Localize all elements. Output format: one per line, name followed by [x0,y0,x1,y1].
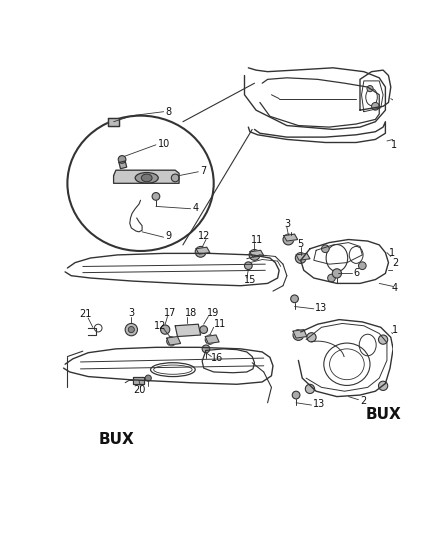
Text: 1: 1 [392,325,398,335]
Text: 9: 9 [165,231,171,241]
Circle shape [378,381,388,391]
Text: 19: 19 [207,309,219,318]
Circle shape [171,174,179,182]
Circle shape [145,375,151,381]
Circle shape [321,245,329,253]
Text: 20: 20 [133,385,145,395]
Text: 2: 2 [360,396,366,406]
Text: 3: 3 [285,219,291,229]
Polygon shape [133,377,145,384]
Text: 8: 8 [165,107,171,117]
Text: 12: 12 [198,231,210,241]
Polygon shape [250,251,264,257]
Text: 5: 5 [298,239,304,249]
Circle shape [283,234,294,245]
Circle shape [358,262,366,270]
Polygon shape [296,253,310,260]
Circle shape [378,335,388,344]
Polygon shape [284,234,298,241]
Circle shape [328,274,336,282]
Text: BUX: BUX [365,407,401,422]
Text: 10: 10 [158,139,170,149]
Text: 21: 21 [79,309,91,319]
Text: 18: 18 [185,309,198,318]
Text: 6: 6 [354,268,360,278]
Text: 11: 11 [251,235,264,245]
Text: 17: 17 [164,309,177,318]
Circle shape [125,324,138,336]
Circle shape [295,253,306,263]
Circle shape [195,246,206,257]
Text: 2: 2 [392,257,399,268]
Polygon shape [175,324,201,336]
Ellipse shape [135,173,158,183]
Polygon shape [196,247,210,254]
Circle shape [249,249,260,260]
Polygon shape [119,161,127,168]
Polygon shape [293,329,307,338]
Ellipse shape [141,174,152,182]
Text: 12: 12 [155,321,167,331]
Circle shape [152,192,160,200]
Circle shape [205,335,215,344]
Circle shape [161,325,170,334]
Polygon shape [108,118,119,126]
Text: 15: 15 [244,276,256,285]
Text: 16: 16 [212,353,224,363]
Polygon shape [113,170,179,183]
Circle shape [128,327,134,333]
Text: 11: 11 [214,319,226,329]
Circle shape [332,269,342,278]
Circle shape [367,85,373,92]
Circle shape [292,391,300,399]
Text: 4: 4 [192,203,198,213]
Text: 13: 13 [315,303,328,313]
Circle shape [291,295,298,303]
Circle shape [244,262,252,270]
Circle shape [305,384,314,393]
Circle shape [202,345,210,353]
Polygon shape [167,336,180,345]
Circle shape [167,336,176,346]
Text: 1: 1 [391,140,397,150]
Circle shape [293,329,304,341]
Text: 7: 7 [200,166,206,176]
Text: 3: 3 [128,309,134,318]
Polygon shape [205,335,219,343]
Circle shape [371,102,379,110]
Circle shape [307,333,316,342]
Text: 1: 1 [389,248,395,257]
Text: BUX: BUX [98,432,134,447]
Text: 4: 4 [392,283,398,293]
Text: 13: 13 [313,399,325,409]
Circle shape [200,326,208,334]
Circle shape [118,156,126,163]
